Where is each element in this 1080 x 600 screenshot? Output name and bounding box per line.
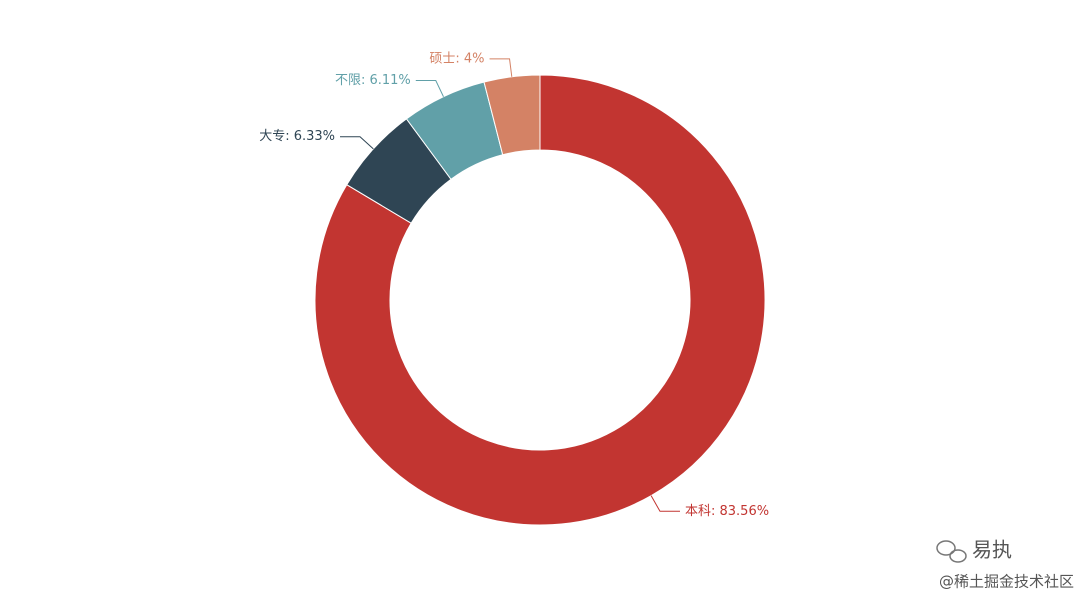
slice-label: 硕士: 4% [429, 51, 484, 66]
pie-slice [314, 74, 766, 526]
slice-label: 本科: 83.56% [685, 504, 769, 519]
watermark-site: @稀土掘金技术社区 [939, 573, 1074, 591]
watermark-icon [936, 540, 967, 563]
slice-label: 大专: 6.33% [259, 129, 335, 144]
label-line [340, 136, 374, 150]
label-line [650, 495, 680, 512]
label-line [415, 79, 444, 97]
watermark-account: 易执 [972, 538, 1012, 562]
label-line [489, 58, 513, 77]
slice-label: 不限: 6.11% [335, 73, 411, 88]
pie-slice [483, 74, 541, 156]
